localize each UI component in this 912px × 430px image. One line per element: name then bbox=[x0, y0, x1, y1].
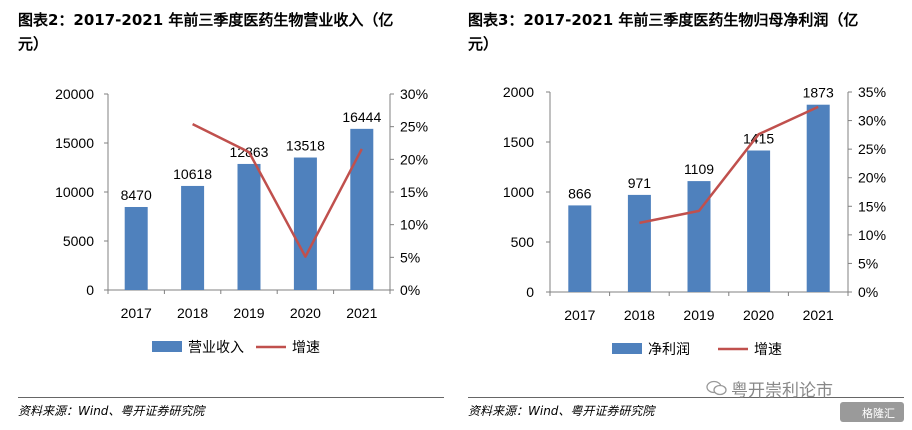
chart1-y-left-tick-label: 15000 bbox=[55, 135, 94, 151]
chart1-y-right-tick-label: 30% bbox=[400, 86, 428, 102]
chart2-x-tick-label: 2020 bbox=[743, 307, 774, 323]
chart2-x-tick-label: 2017 bbox=[564, 307, 595, 323]
chart2-x-tick-label: 2019 bbox=[683, 307, 714, 323]
chart1-x-tick-label: 2020 bbox=[290, 305, 321, 321]
chart2-bar bbox=[687, 181, 711, 292]
chart2-bar bbox=[747, 150, 771, 292]
chart2-data-label: 1873 bbox=[803, 85, 834, 101]
chart2-data-label: 971 bbox=[628, 175, 652, 191]
chart2-bar bbox=[627, 194, 651, 292]
chart2-legend-bar-swatch bbox=[612, 343, 642, 354]
chart1-x-tick-label: 2018 bbox=[177, 305, 208, 321]
chart2-y-right-tick-label: 0% bbox=[858, 284, 878, 300]
chart1-source: 资料来源：Wind、粤开证券研究院 bbox=[18, 404, 205, 418]
watermark-text: 粤开崇利论市 bbox=[731, 381, 833, 401]
chart2-y-right-tick-label: 10% bbox=[858, 227, 886, 243]
chart1-data-label: 10618 bbox=[173, 166, 212, 182]
chart2-y-left-tick-label: 2000 bbox=[503, 84, 534, 100]
chart1-data-label: 8470 bbox=[121, 187, 152, 203]
chart2-bar bbox=[806, 104, 830, 292]
chart1-data-label: 13518 bbox=[286, 138, 325, 154]
chart2-title-line1: 图表3：2017-2021 年前三季度医药生物归母净利润（亿 bbox=[468, 11, 859, 29]
chart2-y-right-tick-label: 20% bbox=[858, 170, 886, 186]
chart1-title: 图表2：2017-2021 年前三季度医药生物营业收入（亿 元） bbox=[18, 8, 458, 56]
chart2-source: 资料来源：Wind、粤开证券研究院 bbox=[468, 404, 655, 418]
chart1-y-right-tick-label: 15% bbox=[400, 184, 428, 200]
chart1-legend-bar-label: 营业收入 bbox=[188, 339, 244, 355]
chart1-bar bbox=[124, 206, 148, 290]
chart1-y-right-tick-label: 20% bbox=[400, 151, 428, 167]
chart1-title-line2: 元） bbox=[18, 35, 49, 53]
wechat-icon bbox=[706, 380, 727, 396]
chart2-y-right-tick-label: 30% bbox=[858, 113, 886, 129]
chart1-y-left-tick-label: 0 bbox=[86, 282, 94, 298]
chart2-y-left-tick-label: 500 bbox=[511, 234, 535, 250]
chart1-source-divider bbox=[18, 397, 444, 398]
chart2-title: 图表3：2017-2021 年前三季度医药生物归母净利润（亿 元） bbox=[468, 8, 908, 56]
chart2-x-tick-label: 2021 bbox=[803, 307, 834, 323]
chart2-bar bbox=[568, 205, 592, 292]
chart2-y-right-tick-label: 25% bbox=[858, 141, 886, 157]
chart2-legend-line-label: 增速 bbox=[754, 341, 782, 357]
chart1-y-left-tick-label: 10000 bbox=[55, 184, 94, 200]
chart1-bar bbox=[237, 163, 261, 290]
chart1-y-right-tick-label: 5% bbox=[400, 249, 420, 265]
chart1-y-right-tick-label: 10% bbox=[400, 217, 428, 233]
chart1-title-line1: 图表2：2017-2021 年前三季度医药生物营业收入（亿 bbox=[18, 11, 394, 29]
chart2-y-right-tick-label: 5% bbox=[858, 255, 878, 271]
chart2-y-left-tick-label: 1000 bbox=[503, 184, 534, 200]
chart1-bar bbox=[350, 128, 374, 290]
chart2-title-line2: 元） bbox=[468, 35, 499, 53]
chart1-x-tick-label: 2021 bbox=[346, 305, 377, 321]
chart2-growth-line bbox=[639, 105, 819, 225]
chart2-source-divider bbox=[468, 397, 904, 398]
chart2-y-left-tick-label: 0 bbox=[526, 284, 534, 300]
chart1-bar bbox=[181, 185, 205, 290]
chart2-data-label: 1109 bbox=[684, 161, 714, 177]
chart1-growth-line bbox=[192, 122, 363, 258]
chart2-y-left-tick-label: 1500 bbox=[503, 134, 534, 150]
watermark-logo-text: 格隆汇 bbox=[862, 407, 895, 420]
chart1-y-right-tick-label: 25% bbox=[400, 119, 428, 135]
chart1-y-left-tick-label: 5000 bbox=[63, 233, 94, 249]
chart2-legend-bar-label: 净利润 bbox=[648, 341, 690, 357]
chart1-x-tick-label: 2017 bbox=[121, 305, 152, 321]
chart1-legend-line-label: 增速 bbox=[292, 339, 320, 355]
chart1-y-right-tick-label: 0% bbox=[400, 282, 420, 298]
chart1-legend-bar-swatch bbox=[152, 341, 182, 352]
chart2-x-tick-label: 2018 bbox=[624, 307, 655, 323]
chart2-y-right-tick-label: 15% bbox=[858, 198, 886, 214]
chart2-data-label: 866 bbox=[568, 185, 592, 201]
chart1-y-left-tick-label: 20000 bbox=[55, 86, 94, 102]
chart1-x-tick-label: 2019 bbox=[233, 305, 264, 321]
chart2-y-right-tick-label: 35% bbox=[858, 84, 886, 100]
chart1-bar bbox=[293, 157, 317, 290]
watermark-logo: 格隆汇 bbox=[840, 402, 904, 422]
chart1-data-label: 16444 bbox=[342, 109, 381, 125]
